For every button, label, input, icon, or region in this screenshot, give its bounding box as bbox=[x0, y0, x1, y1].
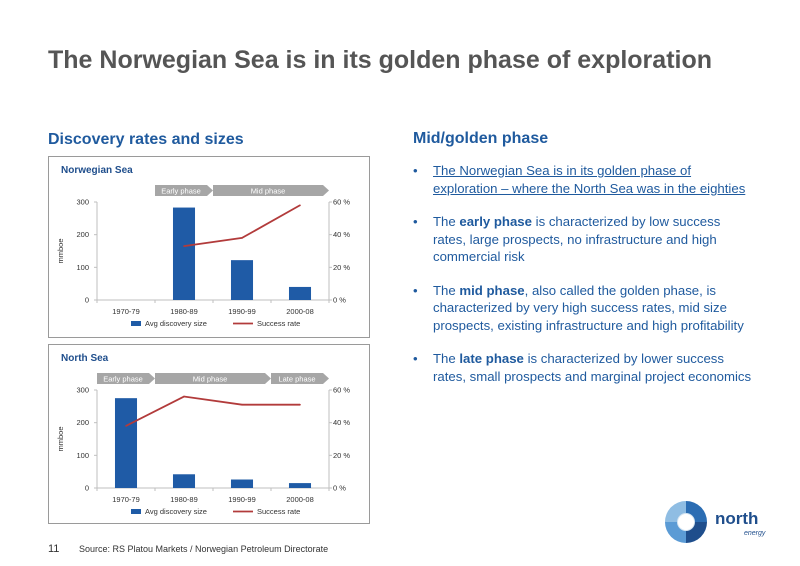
x-tick-label: 1980-89 bbox=[170, 495, 198, 504]
x-tick-label: 1970-79 bbox=[112, 307, 140, 316]
legend-label: Success rate bbox=[257, 319, 300, 328]
bullet-emphasis: late phase bbox=[459, 351, 524, 366]
legend-swatch-bar bbox=[131, 509, 141, 514]
logo-wordmark: north bbox=[715, 509, 759, 528]
y-tick-label: 200 bbox=[76, 418, 89, 427]
y-axis-label: mmboe bbox=[56, 238, 65, 263]
x-tick-label: 1990-99 bbox=[228, 307, 256, 316]
bar bbox=[172, 207, 196, 300]
x-tick-label: 2000-08 bbox=[286, 495, 314, 504]
y-axis-label: mmboe bbox=[56, 426, 65, 451]
bullet-text: The Norwegian Sea is in its golden phase… bbox=[433, 163, 746, 196]
line-point bbox=[183, 245, 185, 247]
phase-arrow bbox=[155, 185, 213, 196]
bullet-item: • The mid phase, also called the golden p… bbox=[413, 282, 753, 335]
y-tick-label: 100 bbox=[76, 263, 89, 272]
bullet-text: The bbox=[433, 282, 460, 298]
bar bbox=[288, 483, 312, 488]
source-note: Source: RS Platou Markets / Norwegian Pe… bbox=[79, 544, 329, 554]
bullet-dot: • bbox=[413, 351, 418, 366]
aperture-logo-icon bbox=[665, 501, 707, 543]
y-tick-label: 200 bbox=[76, 230, 89, 239]
norwegian-sea-chart: Norwegian Sea Early phase Mid phase 0 100 200… bbox=[56, 165, 350, 328]
bar bbox=[230, 260, 254, 300]
success-rate-line bbox=[183, 204, 301, 247]
bullet-item: • The early phase is characterized by low… bbox=[413, 213, 753, 266]
y2-tick-label: 60 % bbox=[333, 198, 350, 207]
phase-arrow bbox=[213, 185, 329, 196]
bullet-text: , also called the golden phase, is chara… bbox=[433, 282, 744, 333]
y2-tick-label: 0 % bbox=[333, 296, 346, 305]
phase-label: Mid phase bbox=[193, 375, 228, 384]
line-point bbox=[183, 395, 185, 398]
bullet-dot: • bbox=[413, 163, 418, 178]
y2-tick-label: 40 % bbox=[333, 418, 350, 427]
bullet-item: • The late phase is characterized by lowe… bbox=[413, 350, 753, 385]
phase-label: Early phase bbox=[103, 375, 143, 384]
y-tick-label: 0 bbox=[85, 296, 89, 305]
x-tick-label: 1990-99 bbox=[228, 495, 256, 504]
success-rate-line bbox=[125, 395, 300, 427]
bullet-text: is characterized by low success rates, l… bbox=[433, 214, 721, 264]
norwegian-sea-chart-panel: Norwegian Sea Early phase Mid phase 0 100 200… bbox=[48, 156, 370, 338]
line-point bbox=[125, 425, 127, 427]
bullet-text: is characterized by lower success rates,… bbox=[433, 351, 752, 384]
y2-tick-label: 20 % bbox=[333, 263, 350, 272]
slide-title: The Norwegian Sea is in its golden phase… bbox=[48, 46, 713, 74]
legend-label: Success rate bbox=[257, 507, 300, 516]
bar bbox=[172, 474, 196, 488]
bar bbox=[114, 398, 138, 488]
y-tick-label: 300 bbox=[76, 386, 89, 395]
phase-label: Early phase bbox=[161, 187, 201, 196]
line-point bbox=[241, 403, 243, 406]
legend-label: Avg discovery size bbox=[145, 507, 207, 516]
phase-arrow bbox=[97, 373, 155, 384]
y-tick-label: 0 bbox=[85, 484, 89, 493]
bullet-dot: • bbox=[413, 214, 418, 229]
chart-title: North Sea bbox=[61, 353, 109, 364]
right-subtitle: Mid/golden phase bbox=[413, 130, 549, 147]
bullet-item[interactable]: • The Norwegian Sea is in its golden phas… bbox=[413, 162, 753, 197]
y-tick-label: 300 bbox=[76, 198, 89, 207]
phase-label: Late phase bbox=[278, 375, 315, 384]
legend-swatch-bar bbox=[131, 321, 141, 326]
y2-tick-label: 20 % bbox=[333, 451, 350, 460]
page-number: 11 bbox=[48, 543, 60, 555]
bar bbox=[288, 286, 312, 300]
bullet-text: The bbox=[433, 214, 460, 229]
y2-tick-label: 0 % bbox=[333, 484, 346, 493]
bar bbox=[230, 479, 254, 488]
x-tick-label: 2000-08 bbox=[286, 307, 314, 316]
line-point bbox=[299, 204, 301, 207]
chart-title: Norwegian Sea bbox=[61, 165, 133, 176]
bullet-text: The bbox=[433, 351, 460, 366]
phase-arrow bbox=[155, 373, 271, 384]
y-tick-label: 100 bbox=[76, 451, 89, 460]
bullet-list: • The Norwegian Sea is in its golden phas… bbox=[413, 162, 753, 401]
logo-tagline: energy bbox=[744, 530, 766, 537]
phase-label: Mid phase bbox=[251, 187, 286, 196]
bullet-emphasis: mid phase bbox=[459, 282, 525, 298]
x-tick-label: 1970-79 bbox=[112, 495, 140, 504]
bullet-dot: • bbox=[413, 282, 418, 298]
bullet-emphasis: early phase bbox=[459, 214, 532, 229]
line-point bbox=[299, 403, 301, 406]
phase-arrow bbox=[271, 373, 329, 384]
x-tick-label: 1980-89 bbox=[170, 307, 198, 316]
legend-label: Avg discovery size bbox=[145, 319, 207, 328]
line-point bbox=[241, 237, 243, 239]
north-sea-chart: North Sea Early phase Mid phase Late phase 0… bbox=[56, 353, 350, 516]
north-sea-chart-panel: North Sea Early phase Mid phase Late phase 0… bbox=[48, 344, 370, 524]
left-subtitle: Discovery rates and sizes bbox=[48, 131, 244, 148]
y2-tick-label: 40 % bbox=[333, 230, 350, 239]
y2-tick-label: 60 % bbox=[333, 386, 350, 395]
